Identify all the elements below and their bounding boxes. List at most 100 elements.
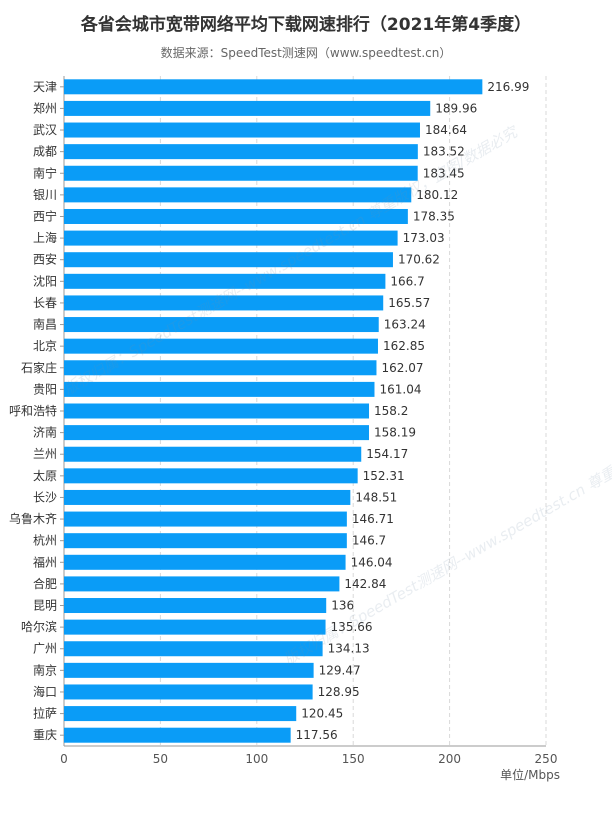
data-label: 136 [331,599,354,613]
category-label: 成都 [33,145,57,159]
data-label: 173.03 [403,231,445,245]
data-label: 146.04 [351,555,393,569]
data-label: 134.13 [328,642,370,656]
bar [64,446,362,462]
data-label: 180.12 [416,188,458,202]
category-label: 乌鲁木齐 [9,511,57,526]
bar [64,511,347,527]
category-label: 福州 [33,554,57,569]
category-label: 西宁 [33,208,57,223]
category-label: 哈尔滨 [21,619,57,634]
bar [64,381,375,397]
data-label: 163.24 [384,318,426,332]
data-label: 158.19 [374,426,416,440]
category-label: 贵阳 [33,382,57,396]
bar [64,360,377,376]
category-label: 合肥 [33,576,57,591]
bar [64,338,378,354]
category-label: 兰州 [33,447,57,461]
category-label: 重庆 [33,728,57,742]
category-label: 上海 [33,230,57,245]
bar [64,662,314,678]
category-label: 太原 [33,468,57,483]
category-label: 南京 [33,662,57,677]
bar [64,576,340,592]
data-label: 154.17 [366,447,408,461]
data-label: 161.04 [379,382,421,396]
category-label: 拉萨 [33,706,57,721]
chart-title: 各省会城市宽带网络平均下载网速排行（2021年第4季度） [80,15,532,35]
bar [64,122,420,138]
bar [64,554,346,570]
bar [64,187,412,203]
bar [64,165,418,181]
bar [64,641,323,657]
data-label: 142.84 [344,577,386,591]
data-label: 183.45 [423,166,465,180]
x-tick-label: 50 [153,752,168,766]
bar [64,598,327,614]
data-label: 184.64 [425,123,467,137]
bar [64,619,326,635]
data-label: 146.7 [352,534,386,548]
category-label: 昆明 [33,599,57,613]
data-label: 165.57 [388,296,430,310]
bar [64,533,347,549]
category-label: 海口 [33,684,57,699]
x-tick-label: 0 [60,752,68,766]
data-label: 216.99 [487,80,529,94]
data-label: 170.62 [398,253,440,267]
bar [64,468,358,484]
category-label: 南昌 [33,317,57,332]
bar [64,684,313,700]
category-label: 南宁 [33,165,57,180]
data-label: 135.66 [331,620,373,634]
chart-subtitle: 数据来源：SpeedTest测速网（www.speedtest.cn） [160,46,452,60]
data-label: 183.52 [423,145,465,159]
category-label: 北京 [33,339,57,353]
bar [64,706,297,722]
bar [64,100,431,116]
bar [64,79,483,95]
x-tick-label: 200 [438,752,461,766]
x-tick-label: 100 [245,752,268,766]
category-label: 天津 [33,80,57,94]
bar [64,489,351,505]
data-label: 162.85 [383,339,425,353]
x-unit-label: 单位/Mbps [500,767,560,782]
category-label: 石家庄 [21,360,57,375]
data-label: 178.35 [413,209,455,223]
category-label: 沈阳 [33,273,57,288]
data-label: 128.95 [318,685,360,699]
data-label: 146.71 [352,512,394,526]
data-label: 158.2 [374,404,408,418]
category-label: 呼和浩特 [9,403,57,418]
bar [64,144,418,160]
data-label: 152.31 [363,469,405,483]
data-label: 120.45 [301,707,343,721]
category-label: 济南 [33,425,57,440]
data-label: 117.56 [296,728,338,742]
bar [64,425,369,441]
category-label: 长春 [33,296,57,310]
bar [64,230,398,246]
x-tick-label: 150 [342,752,365,766]
data-label: 189.96 [435,101,477,115]
bar [64,295,384,311]
bar [64,252,393,268]
bar [64,727,291,743]
category-label: 郑州 [33,100,57,115]
category-label: 西安 [33,252,57,267]
category-label: 广州 [33,642,57,656]
bar [64,403,370,419]
category-label: 长沙 [33,490,57,504]
data-label: 162.07 [381,361,423,375]
bar [64,208,408,224]
data-label: 148.51 [355,490,397,504]
data-label: 166.7 [390,274,424,288]
category-label: 银川 [33,188,57,202]
bar [64,317,379,333]
bar [64,273,386,289]
category-label: 武汉 [33,123,57,137]
